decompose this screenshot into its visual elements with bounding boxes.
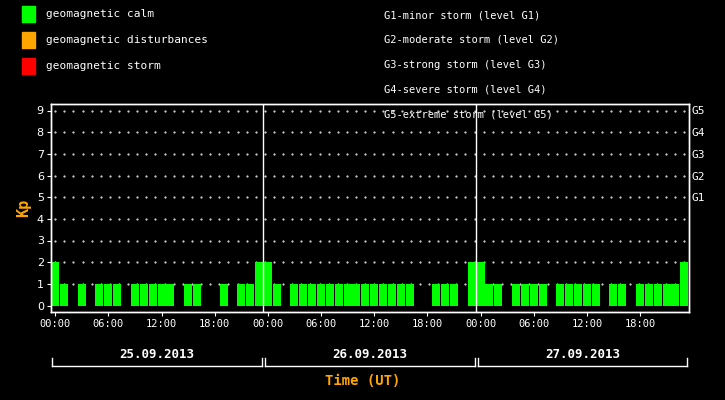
Bar — [247, 284, 254, 306]
Bar — [335, 284, 343, 306]
Bar — [291, 284, 299, 306]
Bar — [352, 284, 360, 306]
Text: G2-moderate storm (level G2): G2-moderate storm (level G2) — [384, 35, 559, 45]
Bar — [184, 284, 192, 306]
Bar — [645, 284, 652, 306]
Text: G3-strong storm (level G3): G3-strong storm (level G3) — [384, 60, 547, 70]
Text: geomagnetic disturbances: geomagnetic disturbances — [46, 35, 207, 45]
Bar — [167, 284, 174, 306]
Bar — [220, 284, 228, 306]
Bar — [592, 284, 600, 306]
Text: 25.09.2013: 25.09.2013 — [120, 348, 194, 360]
Bar — [388, 284, 396, 306]
Bar — [140, 284, 148, 306]
Bar — [476, 262, 484, 306]
Bar — [485, 284, 493, 306]
Bar — [104, 284, 112, 306]
Bar — [521, 284, 529, 306]
Text: geomagnetic storm: geomagnetic storm — [46, 61, 160, 71]
Bar — [78, 284, 86, 306]
Text: 27.09.2013: 27.09.2013 — [545, 348, 620, 360]
Bar — [397, 284, 405, 306]
Bar — [574, 284, 582, 306]
Bar — [494, 284, 502, 306]
Bar — [530, 284, 538, 306]
Bar — [405, 284, 413, 306]
Bar — [51, 262, 59, 306]
Text: 26.09.2013: 26.09.2013 — [332, 348, 407, 360]
Bar — [149, 284, 157, 306]
Bar — [610, 284, 618, 306]
Bar — [308, 284, 316, 306]
Bar — [671, 284, 679, 306]
Bar — [131, 284, 139, 306]
Bar — [618, 284, 626, 306]
Bar — [379, 284, 387, 306]
Bar — [680, 262, 688, 306]
Text: Time (UT): Time (UT) — [325, 374, 400, 388]
Bar — [96, 284, 104, 306]
Bar — [370, 284, 378, 306]
Bar — [60, 284, 68, 306]
Bar — [468, 262, 476, 306]
Bar — [512, 284, 520, 306]
Bar — [157, 284, 165, 306]
Y-axis label: Kp: Kp — [16, 199, 31, 217]
Bar — [565, 284, 573, 306]
Text: geomagnetic calm: geomagnetic calm — [46, 9, 154, 19]
Bar — [326, 284, 334, 306]
Bar — [361, 284, 369, 306]
Text: G1-minor storm (level G1): G1-minor storm (level G1) — [384, 10, 541, 20]
Bar — [193, 284, 201, 306]
Bar — [264, 262, 272, 306]
Bar — [299, 284, 307, 306]
Bar — [450, 284, 458, 306]
Bar — [663, 284, 671, 306]
Bar — [441, 284, 449, 306]
Bar — [237, 284, 245, 306]
Bar — [113, 284, 121, 306]
Bar — [556, 284, 564, 306]
Bar — [273, 284, 281, 306]
Text: G5-extreme storm (level G5): G5-extreme storm (level G5) — [384, 109, 553, 119]
Bar — [255, 262, 263, 306]
Bar — [344, 284, 352, 306]
Bar — [654, 284, 662, 306]
Bar — [432, 284, 440, 306]
Bar — [317, 284, 325, 306]
Text: G4-severe storm (level G4): G4-severe storm (level G4) — [384, 84, 547, 94]
Bar — [583, 284, 591, 306]
Bar — [539, 284, 547, 306]
Bar — [636, 284, 644, 306]
